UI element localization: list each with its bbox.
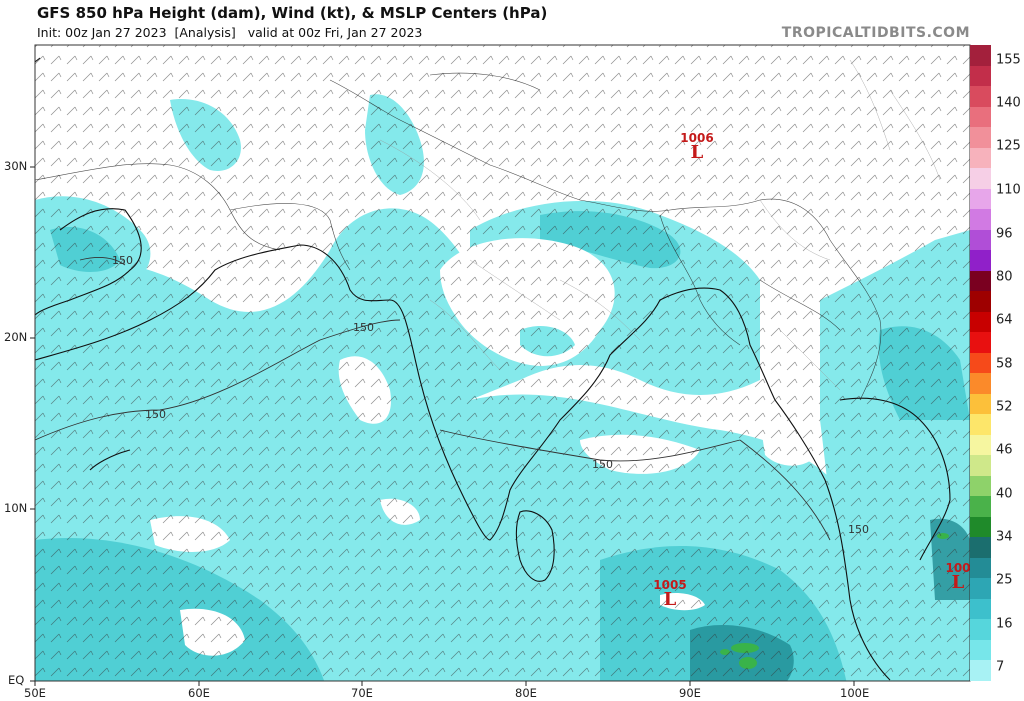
colorbar-segment [970, 557, 991, 579]
colorbar-segment [970, 578, 991, 600]
colorbar-segment [970, 250, 991, 272]
brand-watermark: TROPICALTIDBITS.COM [781, 25, 970, 41]
low-pressure-symbol: L [690, 142, 704, 163]
contour-label: 150 [145, 408, 166, 421]
wind-barbs [35, 45, 970, 681]
colorbar-segment [970, 168, 991, 190]
init-time: Init: 00z Jan 27 2023 [37, 25, 167, 40]
contour-label: 150 [592, 458, 613, 471]
colorbar-label: 40 [996, 486, 1013, 502]
lon-label: 50E [24, 686, 46, 700]
colorbar-label: 58 [996, 356, 1013, 372]
colorbar-label: 7 [996, 659, 1005, 675]
colorbar-label: 155 [996, 52, 1021, 68]
colorbar-segment [970, 373, 991, 395]
lat-label: 10N [4, 501, 28, 515]
lon-label: 100E [840, 686, 870, 700]
colorbar-segment [970, 86, 991, 108]
colorbar-segment [970, 639, 991, 661]
lon-label: 80E [515, 686, 537, 700]
colorbar-label: 64 [996, 312, 1013, 328]
map-subtitle: Init: 00z Jan 27 2023 [Analysis] valid a… [37, 25, 422, 40]
colorbar-segment [970, 660, 991, 682]
tick-marks [30, 166, 855, 686]
contour-label: 150 [353, 321, 374, 334]
lat-label: EQ [8, 673, 25, 687]
low-pressure-center: 1005 L [653, 578, 687, 610]
header: GFS 850 hPa Height (dam), Wind (kt), & M… [0, 0, 1024, 44]
colorbar-segment [970, 229, 991, 251]
colorbar-segment [970, 516, 991, 538]
colorbar-segment [970, 352, 991, 374]
coastlines [35, 57, 951, 681]
lon-label: 90E [679, 686, 701, 700]
colorbar-segment [970, 455, 991, 477]
lat-label: 20N [4, 330, 28, 344]
colorbar-label: 46 [996, 442, 1013, 458]
colorbar-segment [970, 188, 991, 210]
colorbar-segment [970, 270, 991, 292]
colorbar-segment [970, 45, 991, 67]
internal-borders [379, 59, 941, 391]
colorbar-segment [970, 393, 991, 415]
colorbar-segment [970, 332, 991, 354]
colorbar-segment [970, 65, 991, 87]
colorbar-segment [970, 311, 991, 333]
colorbar-label: 96 [996, 226, 1013, 242]
colorbar-label: 34 [996, 529, 1013, 545]
contour-label: 150 [112, 254, 133, 267]
analysis-tag: [Analysis] [174, 25, 236, 40]
low-pressure-symbol: L [663, 589, 677, 610]
colorbar-segment [970, 434, 991, 456]
low-pressure-symbol: L [951, 572, 965, 593]
map-title: GFS 850 hPa Height (dam), Wind (kt), & M… [37, 4, 548, 22]
wind-speed-colorbar [970, 45, 991, 682]
colorbar-segment [970, 496, 991, 518]
colorbar-label: 125 [996, 138, 1021, 154]
colorbar-segment [970, 127, 991, 149]
colorbar-label: 52 [996, 399, 1013, 415]
colorbar-segment [970, 414, 991, 436]
lon-label: 60E [188, 686, 210, 700]
colorbar-segment [970, 209, 991, 231]
height-contours [35, 257, 831, 541]
colorbar-segment [970, 537, 991, 559]
lon-label: 70E [351, 686, 373, 700]
colorbar-segment [970, 106, 991, 128]
colorbar-segment [970, 619, 991, 641]
low-pressure-value: 1005 [653, 578, 687, 592]
colorbar-segment [970, 598, 991, 620]
low-pressure-center: 1006 L [680, 131, 714, 163]
colorbar-label: 140 [996, 95, 1021, 111]
colorbar-label: 25 [996, 572, 1013, 588]
contour-label: 150 [848, 523, 869, 536]
colorbar-label: 110 [996, 182, 1021, 198]
low-pressure-value: 1006 [680, 131, 714, 145]
low-pressure-center: 100 L [945, 561, 971, 593]
colorbar-label: 16 [996, 616, 1013, 632]
colorbar-segment [970, 475, 991, 497]
valid-time: valid at 00z Fri, Jan 27 2023 [247, 25, 423, 40]
lat-label: 30N [4, 159, 28, 173]
low-pressure-value: 100 [945, 561, 971, 575]
colorbar-label: 80 [996, 269, 1013, 285]
colorbar-segment [970, 291, 991, 313]
colorbar-segment [970, 147, 991, 169]
